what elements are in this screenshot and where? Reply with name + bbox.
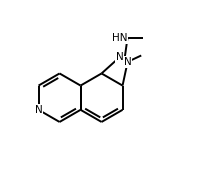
Text: N: N xyxy=(35,105,42,115)
Text: N: N xyxy=(124,57,132,67)
Text: N: N xyxy=(116,52,123,62)
Text: HN: HN xyxy=(112,33,128,43)
